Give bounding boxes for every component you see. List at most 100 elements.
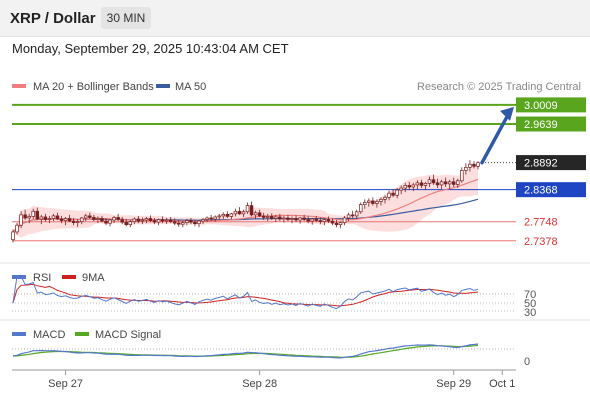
macd-legend-label: MACD bbox=[33, 329, 65, 341]
candle-body bbox=[79, 217, 84, 222]
candle-body bbox=[177, 222, 181, 225]
candle-body bbox=[100, 218, 104, 222]
candle-body bbox=[120, 219, 124, 223]
candle-body bbox=[35, 210, 40, 220]
moving-averages bbox=[12, 178, 479, 233]
candle bbox=[451, 177, 456, 187]
candle bbox=[245, 202, 250, 214]
candle bbox=[346, 212, 351, 222]
candle bbox=[415, 180, 420, 190]
candle-body bbox=[294, 218, 298, 221]
candle bbox=[96, 216, 100, 224]
candle-body bbox=[136, 218, 141, 222]
candle-body bbox=[92, 217, 96, 220]
candle-body bbox=[23, 214, 27, 219]
candle bbox=[160, 216, 165, 224]
candle bbox=[314, 215, 319, 223]
candle-body bbox=[451, 181, 456, 185]
candle bbox=[225, 211, 230, 218]
candle-body bbox=[468, 163, 472, 168]
candle bbox=[197, 220, 201, 228]
timestamp: Monday, September 29, 2025 10:43:04 AM C… bbox=[12, 41, 289, 56]
candle-body bbox=[391, 192, 395, 196]
support-label-4: 2.7748 bbox=[524, 217, 558, 229]
candle-body bbox=[63, 218, 68, 221]
candle bbox=[92, 214, 96, 222]
candle-body bbox=[379, 199, 383, 202]
macd-signal-legend-label: MACD Signal bbox=[95, 329, 161, 341]
candle bbox=[237, 207, 242, 215]
candle bbox=[460, 167, 464, 183]
rsi-line bbox=[12, 275, 479, 310]
candle-body bbox=[314, 218, 319, 221]
candle-body bbox=[233, 210, 238, 215]
candle-body bbox=[112, 217, 116, 221]
candle-body bbox=[383, 196, 387, 200]
candle bbox=[35, 207, 40, 221]
candle-body bbox=[245, 205, 250, 213]
candle bbox=[464, 163, 468, 175]
candle-body bbox=[51, 215, 56, 219]
candle bbox=[270, 213, 274, 221]
candle bbox=[261, 212, 266, 221]
candle bbox=[213, 215, 217, 222]
candle-body bbox=[367, 200, 371, 203]
candle-body bbox=[124, 221, 128, 226]
candle bbox=[286, 214, 290, 222]
candle-body bbox=[229, 213, 234, 217]
candle bbox=[334, 220, 339, 228]
candle bbox=[476, 161, 480, 170]
candle-body bbox=[375, 201, 379, 204]
rsi-ma-legend-swatch bbox=[62, 275, 76, 279]
candle-body bbox=[302, 217, 306, 220]
candle bbox=[395, 188, 399, 199]
candle-body bbox=[128, 221, 133, 226]
candle bbox=[350, 210, 355, 218]
candle bbox=[47, 215, 52, 224]
x-tick-label: Sep 27 bbox=[48, 378, 83, 390]
timeframe-selector[interactable]: 30 MIN bbox=[101, 7, 151, 29]
candle bbox=[128, 220, 133, 228]
candle bbox=[443, 177, 448, 187]
candle bbox=[108, 219, 112, 227]
candle bbox=[282, 215, 286, 223]
candle bbox=[172, 218, 177, 226]
candle bbox=[318, 217, 323, 225]
candle-body bbox=[144, 218, 149, 221]
candle-body bbox=[209, 217, 213, 220]
candle bbox=[11, 229, 15, 243]
candle-body bbox=[435, 182, 440, 186]
candle-body bbox=[15, 224, 19, 233]
candle bbox=[354, 209, 359, 220]
candlesticks bbox=[11, 160, 480, 243]
candle-body bbox=[257, 212, 262, 217]
candle bbox=[456, 178, 460, 189]
forecast-arrow-head bbox=[500, 106, 514, 121]
candle-body bbox=[363, 202, 367, 205]
candle-body bbox=[338, 222, 343, 226]
candle-body bbox=[75, 221, 80, 223]
candle bbox=[387, 190, 391, 201]
candle-body bbox=[197, 220, 201, 225]
candle-body bbox=[334, 222, 339, 226]
candle-body bbox=[439, 181, 444, 186]
candle bbox=[23, 209, 27, 221]
candle-body bbox=[168, 219, 173, 222]
ma50-legend-swatch bbox=[156, 84, 170, 88]
candle bbox=[427, 176, 432, 187]
macd-legend-swatch bbox=[12, 332, 26, 336]
candle bbox=[15, 223, 19, 235]
candle bbox=[193, 219, 197, 227]
level-lines bbox=[12, 103, 516, 242]
candle bbox=[71, 217, 76, 226]
candle bbox=[298, 216, 302, 224]
candle-body bbox=[213, 216, 217, 220]
candle-body bbox=[310, 218, 314, 222]
candle-body bbox=[443, 181, 448, 185]
candle-body bbox=[11, 231, 15, 241]
candle-body bbox=[403, 185, 407, 189]
rsi-legend: RSI 9MA bbox=[12, 272, 105, 284]
candle bbox=[274, 214, 278, 223]
candle-body bbox=[326, 219, 331, 222]
candle-body bbox=[306, 219, 310, 222]
